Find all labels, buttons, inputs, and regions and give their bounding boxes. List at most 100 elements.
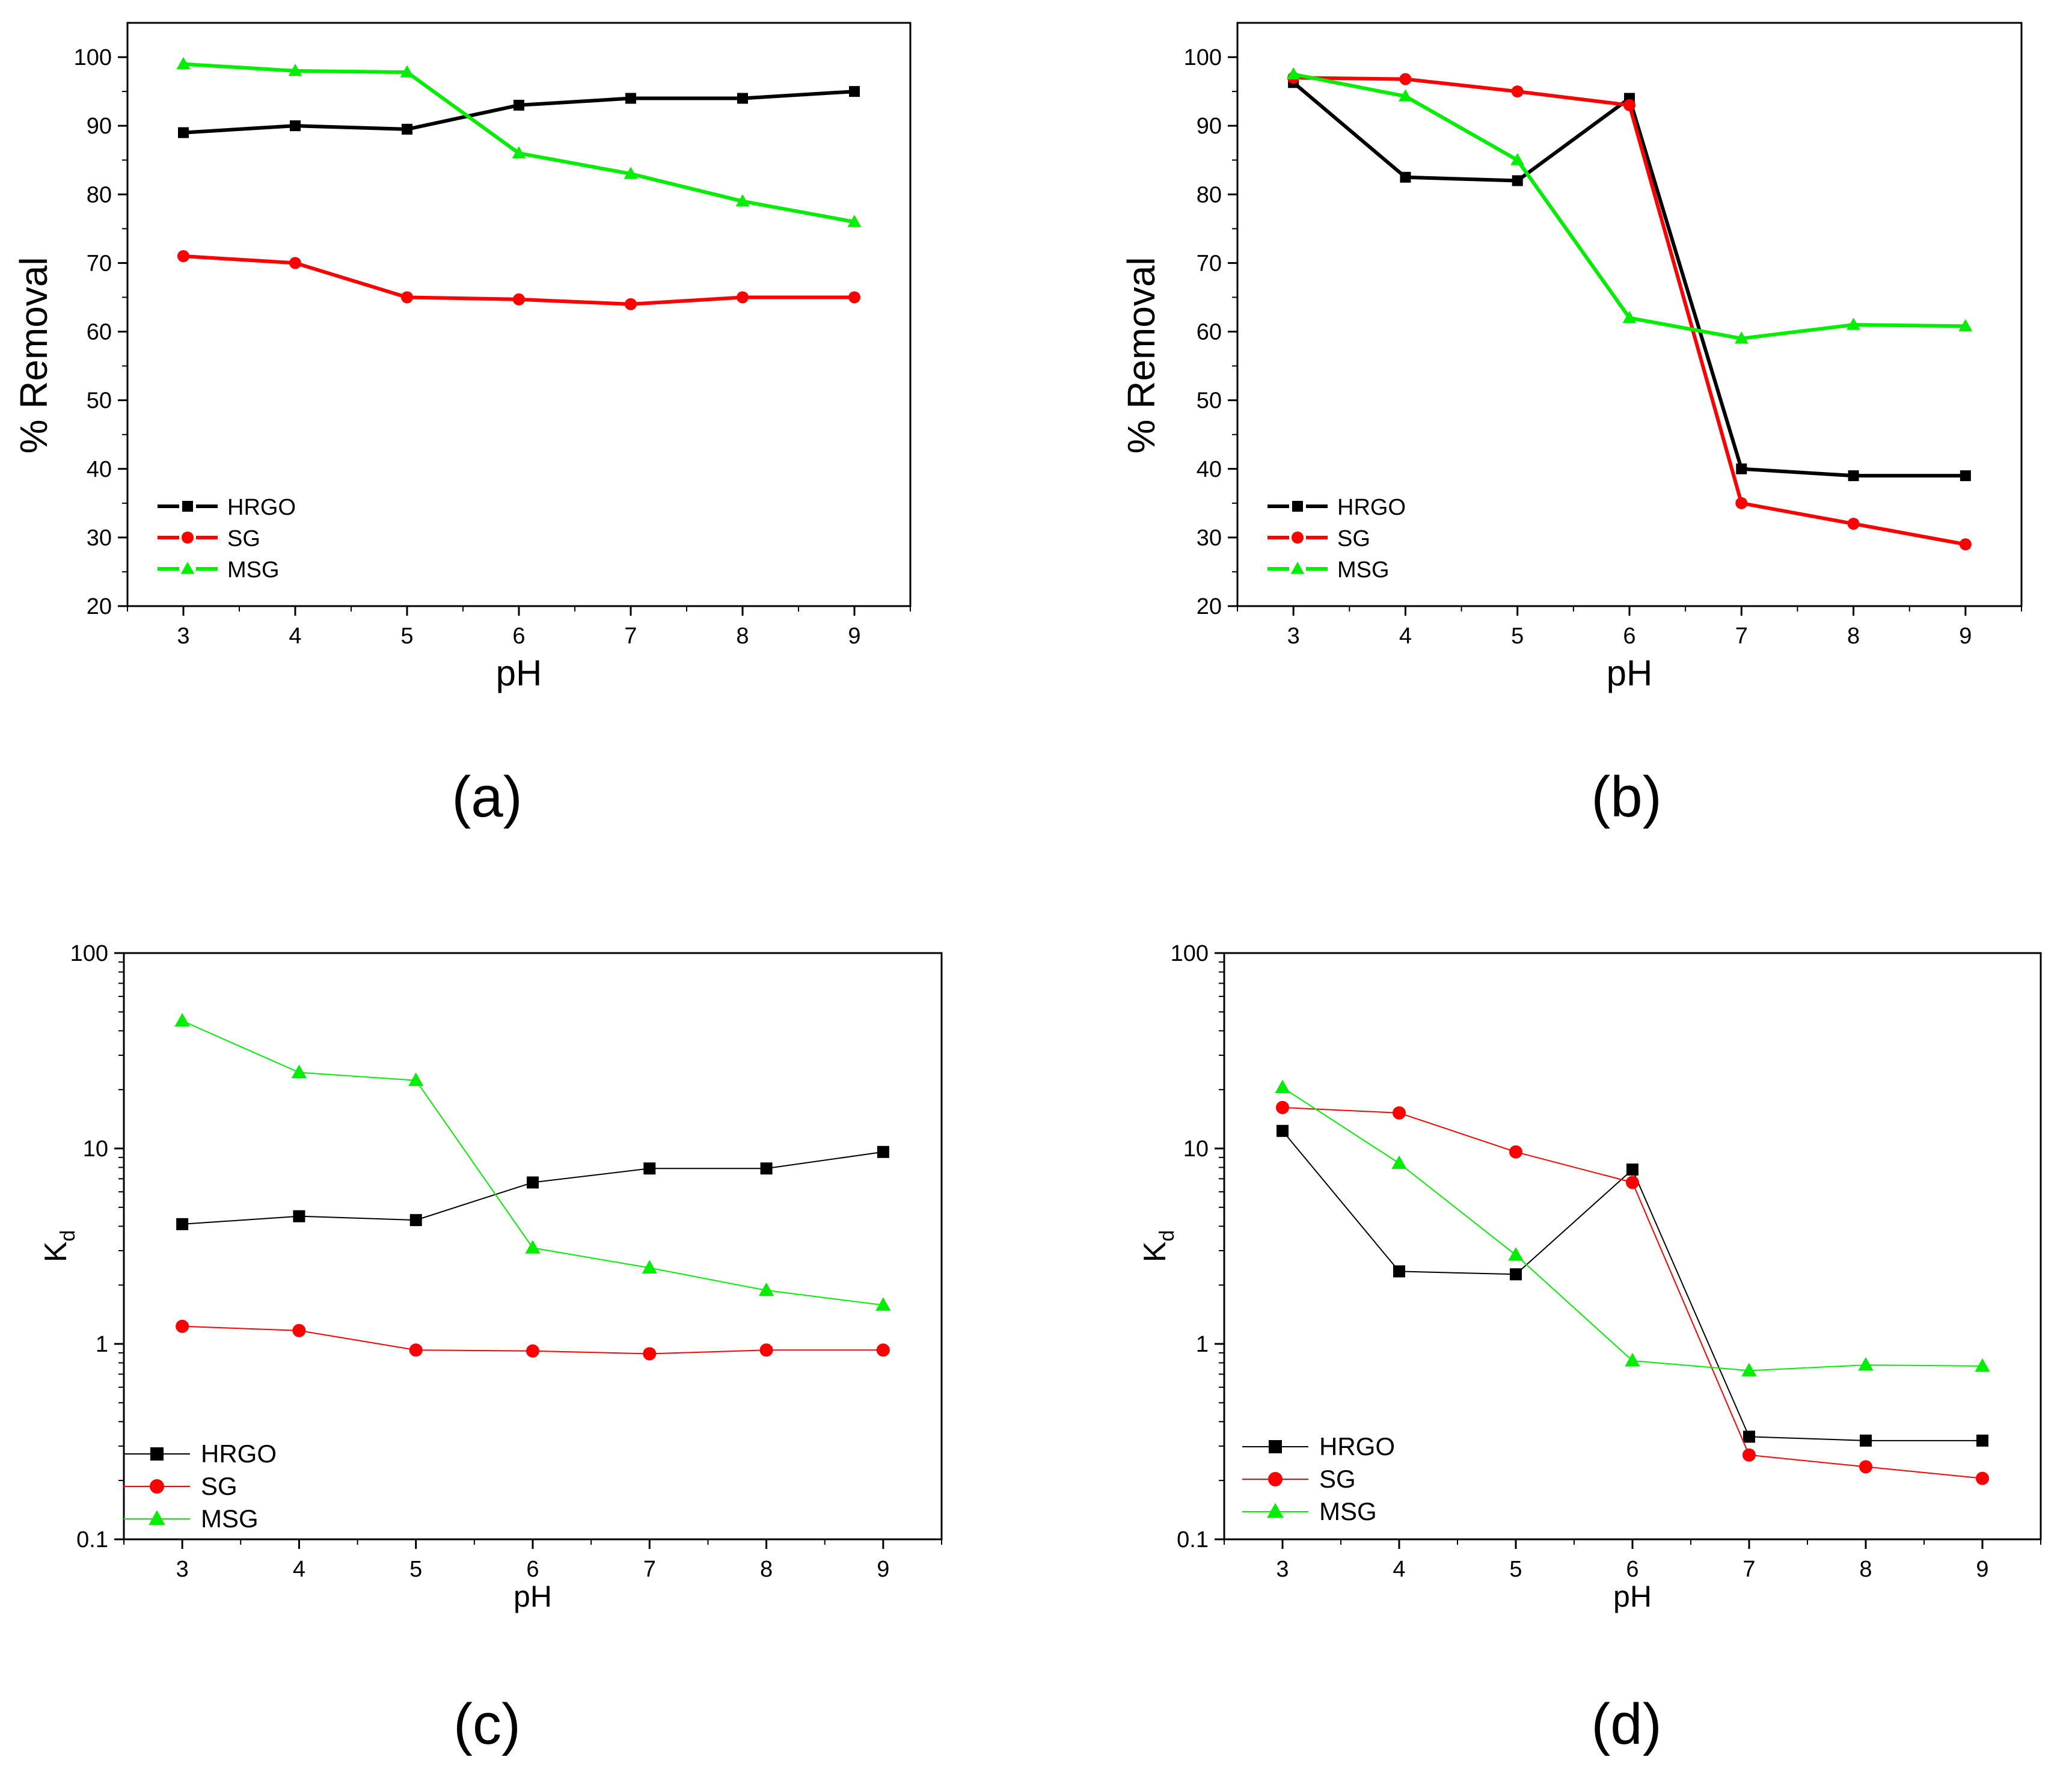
point-b-hrgo-1: [1400, 171, 1411, 183]
point-b-msg-1: [1399, 89, 1412, 102]
x-tick-label-a-5: 8: [736, 624, 749, 649]
caption-d: (d): [1591, 1692, 1661, 1756]
legend-marker-d-2: [1267, 1503, 1284, 1518]
legend-marker-d-1: [1268, 1472, 1283, 1486]
legend-label-c-hrgo: HRGO: [201, 1439, 277, 1468]
point-d-msg-3: [1625, 1352, 1640, 1367]
point-b-sg-2: [1511, 85, 1524, 98]
point-d-msg-5: [1858, 1357, 1874, 1371]
y-tick-label-d-0: 0.1: [1177, 1527, 1209, 1553]
point-b-sg-6: [1959, 538, 1972, 551]
panel-c: 3 4 5 6 7 8 9 0.1 1 10 100 pH Kd HRGO SG MSG: [38, 941, 943, 1613]
x-tick-label-d-4: 7: [1743, 1557, 1755, 1582]
point-a-hrgo-4: [625, 93, 636, 104]
x-tick-label-d-1: 4: [1393, 1557, 1405, 1582]
point-b-msg-3: [1622, 310, 1637, 323]
legend-marker-b-2: [1290, 562, 1305, 574]
point-c-msg-0: [174, 1013, 190, 1027]
point-d-sg-1: [1393, 1106, 1406, 1120]
y-axis-label-d: Kd: [1138, 1230, 1179, 1263]
point-c-hrgo-6: [877, 1145, 889, 1158]
x-tick-label-d-6: 9: [1976, 1557, 1988, 1582]
point-c-msg-1: [291, 1064, 307, 1078]
x-tick-label-b-1: 4: [1399, 624, 1412, 649]
x-tick-label-d-3: 6: [1626, 1557, 1638, 1582]
y-tick-label-a-8: 100: [74, 45, 112, 70]
point-b-msg-5: [1847, 317, 1860, 330]
legend-marker-b-1: [1292, 532, 1304, 544]
point-c-sg-2: [409, 1343, 423, 1357]
y-tick-label-b-5: 70: [1197, 251, 1222, 276]
legend-marker-b-0: [1292, 501, 1303, 512]
series-line-d-sg: [1282, 1106, 1983, 1479]
point-a-hrgo-6: [849, 86, 860, 97]
point-a-hrgo-2: [402, 123, 412, 135]
y-tick-label-b-2: 40: [1197, 457, 1222, 482]
point-b-hrgo-2: [1512, 175, 1523, 186]
point-a-sg-2: [401, 291, 413, 304]
caption-c: (c): [453, 1692, 521, 1756]
legend-label-a-sg: SG: [227, 526, 260, 551]
point-c-msg-6: [875, 1297, 891, 1311]
y-tick-label-a-6: 80: [87, 182, 112, 207]
legend-label-a-msg: MSG: [227, 557, 280, 583]
x-tick-label-a-0: 3: [177, 624, 189, 649]
y-tick-label-a-2: 40: [87, 457, 112, 482]
caption-a: (a): [452, 765, 522, 829]
legend-marker-d-0: [1269, 1440, 1282, 1453]
point-a-msg-3: [512, 146, 526, 159]
y-tick-label-a-4: 60: [87, 320, 112, 345]
point-c-sg-1: [292, 1323, 306, 1337]
point-d-hrgo-1: [1393, 1265, 1405, 1278]
y-axis-label-sub-c: d: [57, 1230, 79, 1242]
point-d-sg-0: [1276, 1100, 1289, 1114]
y-tick-label-b-7: 90: [1197, 114, 1222, 139]
legend-marker-c-0: [150, 1447, 164, 1461]
point-d-hrgo-4: [1743, 1430, 1755, 1443]
x-tick-label-d-2: 5: [1509, 1557, 1522, 1582]
point-d-msg-4: [1741, 1363, 1757, 1376]
y-axis-label-c: Kd: [38, 1230, 79, 1263]
x-tick-label-b-4: 7: [1735, 624, 1748, 649]
point-d-hrgo-5: [1860, 1434, 1872, 1447]
x-axis-label-b: pH: [1607, 653, 1653, 693]
y-tick-label-c-3: 100: [70, 941, 108, 966]
point-b-hrgo-6: [1960, 470, 1971, 482]
point-c-hrgo-2: [409, 1214, 422, 1227]
point-d-hrgo-6: [1976, 1434, 1988, 1447]
point-a-msg-0: [176, 57, 191, 69]
x-axis-label-c: pH: [513, 1580, 552, 1613]
x-tick-label-b-2: 5: [1511, 624, 1524, 649]
point-c-hrgo-4: [643, 1162, 656, 1175]
point-b-sg-1: [1399, 73, 1412, 85]
x-tick-label-d-0: 3: [1276, 1557, 1289, 1582]
x-tick-label-a-6: 9: [848, 624, 860, 649]
legend-label-c-msg: MSG: [201, 1504, 259, 1533]
panel-d: 3 4 5 6 7 8 9 0.1 1 10 100 pH Kd HRGO SG MSG: [1138, 941, 2042, 1613]
point-d-msg-0: [1275, 1079, 1290, 1094]
legend-marker-c-2: [149, 1510, 165, 1525]
panel-a: 3 4 5 6 7 8 9 20 30 40 50 60 70 80 90 100 pH % Removal HRG…: [12, 22, 912, 693]
y-tick-label-c-2: 10: [83, 1136, 108, 1162]
x-tick-label-b-5: 8: [1847, 624, 1860, 649]
x-axis-label-a: pH: [496, 653, 542, 693]
point-c-hrgo-5: [760, 1162, 773, 1175]
point-a-sg-5: [737, 291, 749, 304]
legend-marker-a-2: [180, 562, 195, 574]
y-tick-label-b-6: 80: [1197, 182, 1222, 207]
legend-marker-a-1: [182, 532, 194, 544]
y-tick-label-a-3: 50: [87, 388, 112, 414]
y-tick-label-b-1: 30: [1197, 526, 1222, 551]
x-tick-label-b-3: 6: [1623, 624, 1635, 649]
series-line-b-hrgo: [1292, 81, 1966, 478]
legend-label-d-hrgo: HRGO: [1319, 1432, 1395, 1461]
point-a-sg-4: [625, 298, 637, 310]
x-tick-label-c-6: 9: [877, 1557, 889, 1582]
point-d-sg-3: [1626, 1176, 1639, 1189]
point-a-msg-5: [735, 194, 750, 207]
series-line-a-msg: [183, 62, 855, 224]
point-b-sg-4: [1735, 497, 1748, 509]
x-tick-label-a-1: 4: [289, 624, 301, 649]
point-d-sg-6: [1976, 1471, 1989, 1485]
